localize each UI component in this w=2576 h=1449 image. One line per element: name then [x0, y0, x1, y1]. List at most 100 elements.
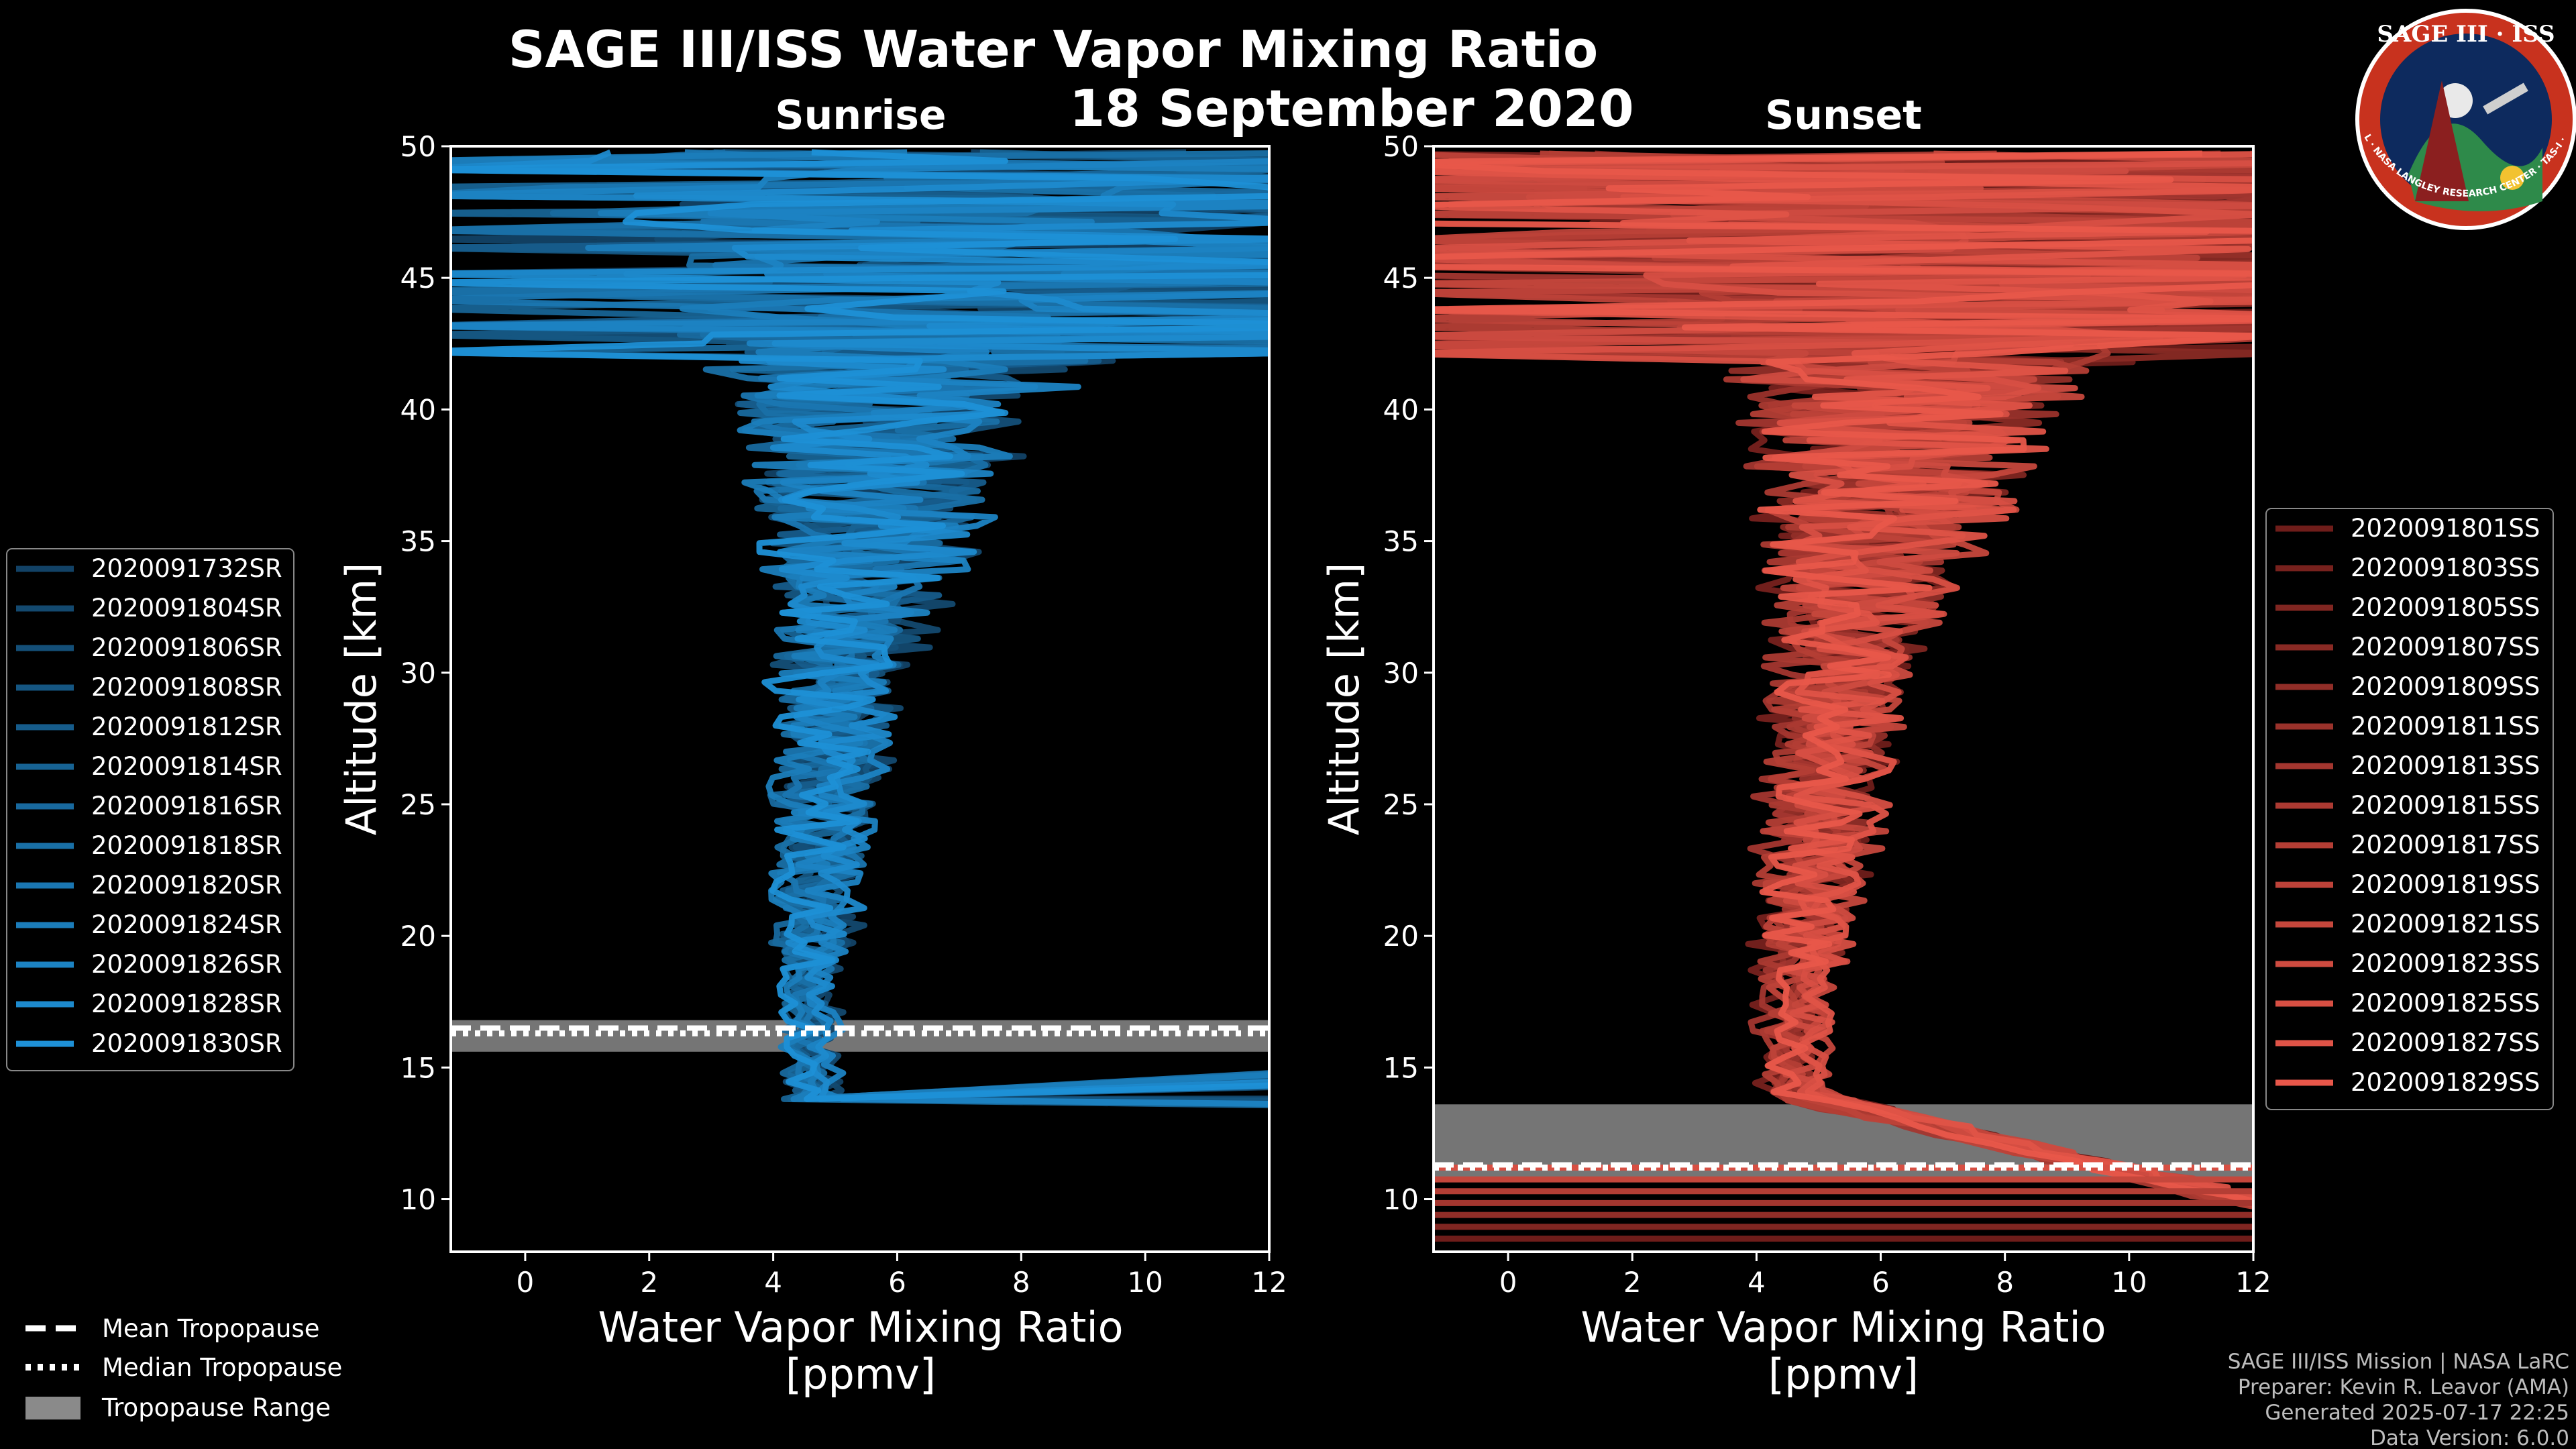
sunrise-y-tick-label: 40 — [400, 393, 436, 426]
sunset-profile-2020091829SS — [1434, 150, 2253, 1205]
sunset-legend-label: 2020091825SS — [2351, 989, 2540, 1018]
sunset-x-tick-label: 10 — [2111, 1266, 2147, 1299]
sunrise-legend-label: 2020091804SR — [91, 594, 282, 623]
sunset-legend-label: 2020091807SS — [2351, 633, 2540, 661]
sunrise-x-tick-label: 10 — [1127, 1266, 1163, 1299]
sunset-x-tick-label: 4 — [1748, 1266, 1766, 1299]
sunset-legend-label: 2020091815SS — [2351, 791, 2540, 820]
sunset-y-tick-label: 35 — [1383, 525, 1419, 558]
logo-station-shape — [2483, 83, 2528, 115]
footer-generated: Generated 2025-07-17 22:25 — [2265, 1401, 2569, 1425]
sunrise-legend-label: 2020091806SR — [91, 633, 282, 662]
sunrise-x-tick-label: 12 — [1251, 1266, 1287, 1299]
sunset-legend-label: 2020091813SS — [2351, 751, 2540, 780]
sunset-legend-label: 2020091811SS — [2351, 712, 2540, 741]
sunrise-legend-label: 2020091732SR — [91, 554, 282, 583]
sunrise-x-axis-unit: [ppmv] — [786, 1350, 936, 1399]
sunrise-legend-label: 2020091824SR — [91, 910, 282, 939]
sunrise-x-tick-label: 0 — [517, 1266, 535, 1299]
sunrise-x-tick-label: 8 — [1012, 1266, 1030, 1299]
footer-mission: SAGE III/ISS Mission | NASA LaRC — [2228, 1350, 2569, 1374]
sunrise-x-axis-label: Water Vapor Mixing Ratio — [598, 1303, 1123, 1352]
footer-credits: SAGE III/ISS Mission | NASA LaRC Prepare… — [2228, 1350, 2569, 1449]
sunrise-x-tick-label: 6 — [888, 1266, 906, 1299]
sunrise-profile-2020091820SR — [451, 149, 1269, 1102]
sunrise-y-tick-label: 15 — [400, 1051, 436, 1084]
mean-tropopause-label: Mean Tropopause — [102, 1314, 320, 1343]
sunset-x-tick-label: 2 — [1623, 1266, 1642, 1299]
sunset-legend-label: 2020091819SS — [2351, 870, 2540, 899]
sunrise-legend-frame — [6, 548, 294, 1071]
sunrise-plot-frame — [449, 145, 1271, 1253]
sunrise-legend-label: 2020091828SR — [91, 989, 282, 1018]
sunset-x-tick-label: 0 — [1499, 1266, 1517, 1299]
tropopause-range-swatch — [25, 1397, 80, 1419]
sunset-x-tick-label: 8 — [1996, 1266, 2014, 1299]
sunset-y-tick-label: 25 — [1383, 788, 1419, 821]
sunset-legend-label: 2020091817SS — [2351, 830, 2540, 859]
sunset-legend-label: 2020091803SS — [2351, 553, 2540, 582]
sunset-x-tick-label: 6 — [1872, 1266, 1890, 1299]
sunrise-y-tick-label: 30 — [400, 657, 436, 690]
sunrise-y-tick-label: 35 — [400, 525, 436, 558]
sunrise-legend-label: 2020091808SR — [91, 673, 282, 702]
sunset-x-axis-label: Water Vapor Mixing Ratio — [1580, 1303, 2106, 1352]
sunset-y-tick-label: 30 — [1383, 657, 1419, 690]
sunrise-y-ticks: 10 15 20 25 30 35 40 45 50 — [400, 130, 451, 1216]
sunrise-legend-label: 2020091812SR — [91, 712, 282, 741]
footer-data-version: Data Version: 6.0.0 — [2370, 1426, 2569, 1449]
sunrise-panel-title: Sunrise — [775, 92, 946, 139]
figure-date: 18 September 2020 — [1069, 78, 1633, 138]
sunset-x-ticks: 0 2 4 6 8 10 12 — [1499, 1252, 2271, 1299]
sunrise-legend-label: 2020091830SR — [91, 1029, 282, 1058]
sunrise-legend-label: 2020091818SR — [91, 831, 282, 860]
sunset-legend-label: 2020091809SS — [2351, 672, 2540, 701]
sunrise-tropopause-lines — [451, 1025, 1269, 1036]
sunrise-x-tick-label: 2 — [640, 1266, 658, 1299]
sunset-y-tick-label: 20 — [1383, 920, 1419, 953]
sunset-legend: 2020091801SS 2020091803SS 2020091805SS 2020… — [2265, 508, 2554, 1110]
sunrise-y-tick-label: 25 — [400, 788, 436, 821]
sunrise-y-tick-label: 10 — [400, 1183, 436, 1216]
sunrise-x-ticks: 0 2 4 6 8 10 12 — [517, 1252, 1287, 1299]
sunset-tropopause-lines — [1434, 1162, 2253, 1171]
sunset-panel-title: Sunset — [1765, 92, 1922, 139]
footer-preparer: Preparer: Kevin R. Leavor (AMA) — [2238, 1375, 2569, 1399]
sunrise-legend-label: 2020091814SR — [91, 752, 282, 781]
sunset-y-tick-label: 40 — [1383, 393, 1419, 426]
sunrise-profile-2020091828SR — [451, 149, 1269, 1102]
sunrise-legend-label: 2020091826SR — [91, 950, 282, 979]
sunset-y-tick-label: 15 — [1383, 1051, 1419, 1084]
sunrise-y-axis-label: Altitude [km] — [337, 563, 386, 836]
logo-title: SAGE III · ISS — [2377, 21, 2555, 48]
sunrise-chart: 10 15 20 25 30 35 40 45 50 0 2 4 6 8 10 12 Water Vapor… — [337, 130, 1287, 1399]
sunrise-y-tick-label: 45 — [400, 262, 436, 294]
sunset-legend-label: 2020091823SS — [2351, 949, 2540, 978]
sunset-legend-label: 2020091827SS — [2351, 1028, 2540, 1057]
tropopause-legend: Mean Tropopause Median Tropopause Tropop… — [25, 1314, 342, 1422]
logo-figure-shape — [2415, 80, 2469, 201]
sunset-legend-label: 2020091801SS — [2351, 514, 2540, 543]
sunset-y-tick-label: 50 — [1383, 130, 1419, 163]
sunset-y-tick-label: 10 — [1383, 1183, 1419, 1216]
sunset-x-tick-label: 12 — [2235, 1266, 2271, 1299]
sunrise-y-tick-label: 50 — [400, 130, 436, 163]
sunset-profiles — [1434, 150, 2253, 1242]
sunset-y-axis-label: Altitude [km] — [1320, 563, 1368, 836]
sunrise-profile-2020091824SR — [451, 149, 1269, 1102]
sunset-x-axis-unit: [ppmv] — [1768, 1350, 1919, 1399]
sunrise-x-tick-label: 4 — [764, 1266, 782, 1299]
sunrise-y-tick-label: 20 — [400, 920, 436, 953]
sunrise-legend: 2020091732SR 2020091804SR 2020091806SR 2020… — [6, 548, 294, 1071]
sunset-chart: 10 15 20 25 30 35 40 45 50 0 2 4 6 8 10 12 Water Vapor… — [1320, 130, 2271, 1399]
sunrise-legend-label: 2020091820SR — [91, 871, 282, 900]
sunrise-profiles — [451, 149, 1269, 1109]
sunset-legend-label: 2020091805SS — [2351, 593, 2540, 622]
logo-sun-shape — [2500, 166, 2524, 190]
sunset-y-ticks: 10 15 20 25 30 35 40 45 50 — [1383, 130, 1434, 1216]
figure-title: SAGE III/ISS Water Vapor Mixing Ratio — [508, 19, 1599, 79]
sunset-legend-label: 2020091821SS — [2351, 910, 2540, 938]
sunset-plot-frame — [1432, 145, 2255, 1253]
tropopause-range-label: Tropopause Range — [101, 1393, 331, 1422]
sunset-legend-label: 2020091829SS — [2351, 1068, 2540, 1097]
